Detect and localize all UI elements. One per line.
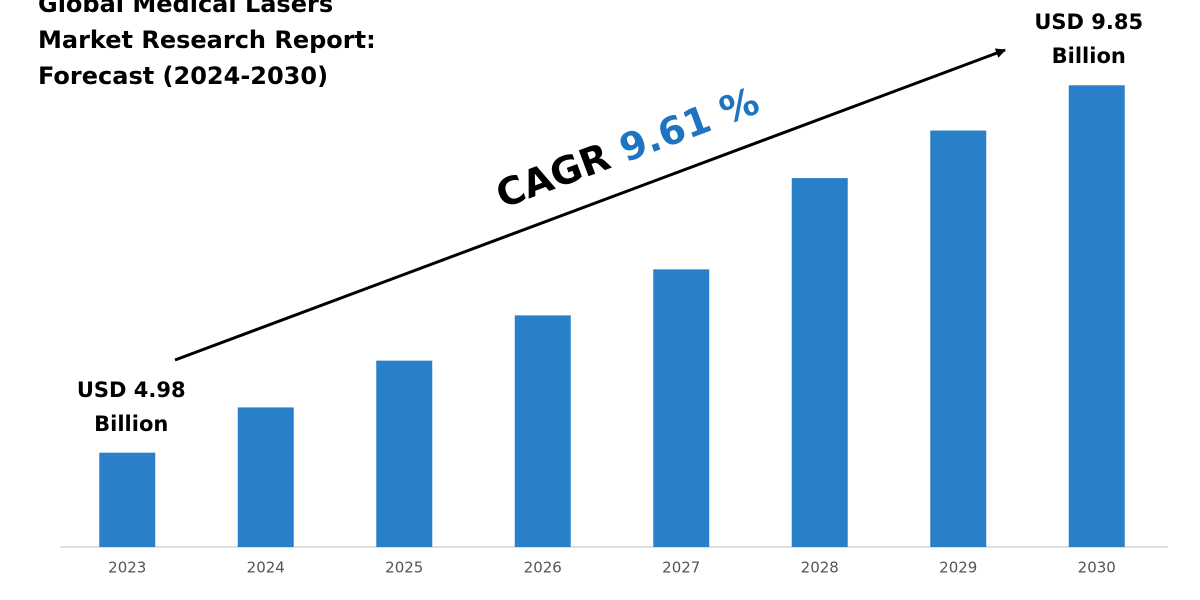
bar: [930, 130, 987, 548]
bar: [1068, 85, 1125, 548]
cagr-label: CAGR: [490, 134, 616, 216]
x-tick-label: 2024: [247, 559, 285, 577]
bar: [791, 178, 848, 548]
x-tick-label: 2028: [801, 559, 839, 577]
x-tick-label: 2026: [524, 559, 562, 577]
cagr-value: 9.61 %: [614, 79, 765, 171]
value-label: USD 4.98 Billion: [76, 377, 186, 436]
x-tick-label: 2027: [662, 559, 700, 577]
bar: [237, 407, 294, 547]
cagr-annotation: CAGR9.61 %: [490, 79, 765, 217]
trend-arrow: [174, 48, 1006, 362]
value-label: USD 9.85 Billion: [1034, 10, 1144, 69]
bar: [376, 360, 433, 547]
x-tick-label: 2030: [1078, 559, 1116, 577]
cagr-text: CAGR9.61 %: [490, 79, 765, 217]
bar: [99, 452, 156, 547]
bar: [514, 315, 571, 547]
chart-title: Global Medical Lasers Market Research Re…: [38, 0, 376, 90]
x-tick-label: 2029: [939, 559, 977, 577]
x-tick-label: 2023: [108, 559, 146, 577]
bar: [653, 269, 710, 547]
x-tick-label: 2025: [385, 559, 423, 577]
